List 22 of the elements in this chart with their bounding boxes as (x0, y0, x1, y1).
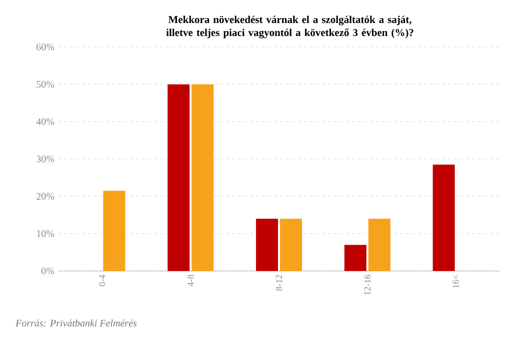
text: Forrás: Privátbanki Felmérés (15, 319, 137, 327)
y-tick-label: 30% (36, 156, 54, 162)
bar (280, 218, 302, 271)
bar (368, 218, 390, 271)
y-tick-label: 60% (36, 44, 54, 50)
bar (192, 84, 214, 271)
x-tick-label: 16< (452, 274, 459, 288)
bar (344, 244, 366, 271)
x-tick-label: 4-8 (188, 274, 194, 286)
bar (103, 190, 126, 271)
y-tick-label: 20% (36, 192, 54, 200)
x-tick-label: 12-16 (364, 274, 370, 295)
chart-title: Mekkora növekedést várnak el a szolgáltatók a saját, illetve teljes piaci vagyontól a következő 3 évben (%)? (166, 16, 414, 38)
x-tick-label: 8-12 (276, 275, 282, 291)
bar (432, 164, 455, 271)
y-tick-label: 0% (42, 268, 54, 274)
y-tick-label: 10% (37, 230, 54, 238)
y-tick-label: 40% (36, 118, 54, 126)
bar (168, 84, 190, 271)
y-tick-label: 50% (36, 80, 54, 88)
bar (256, 218, 278, 271)
x-tick-label: 0-4 (99, 274, 106, 286)
